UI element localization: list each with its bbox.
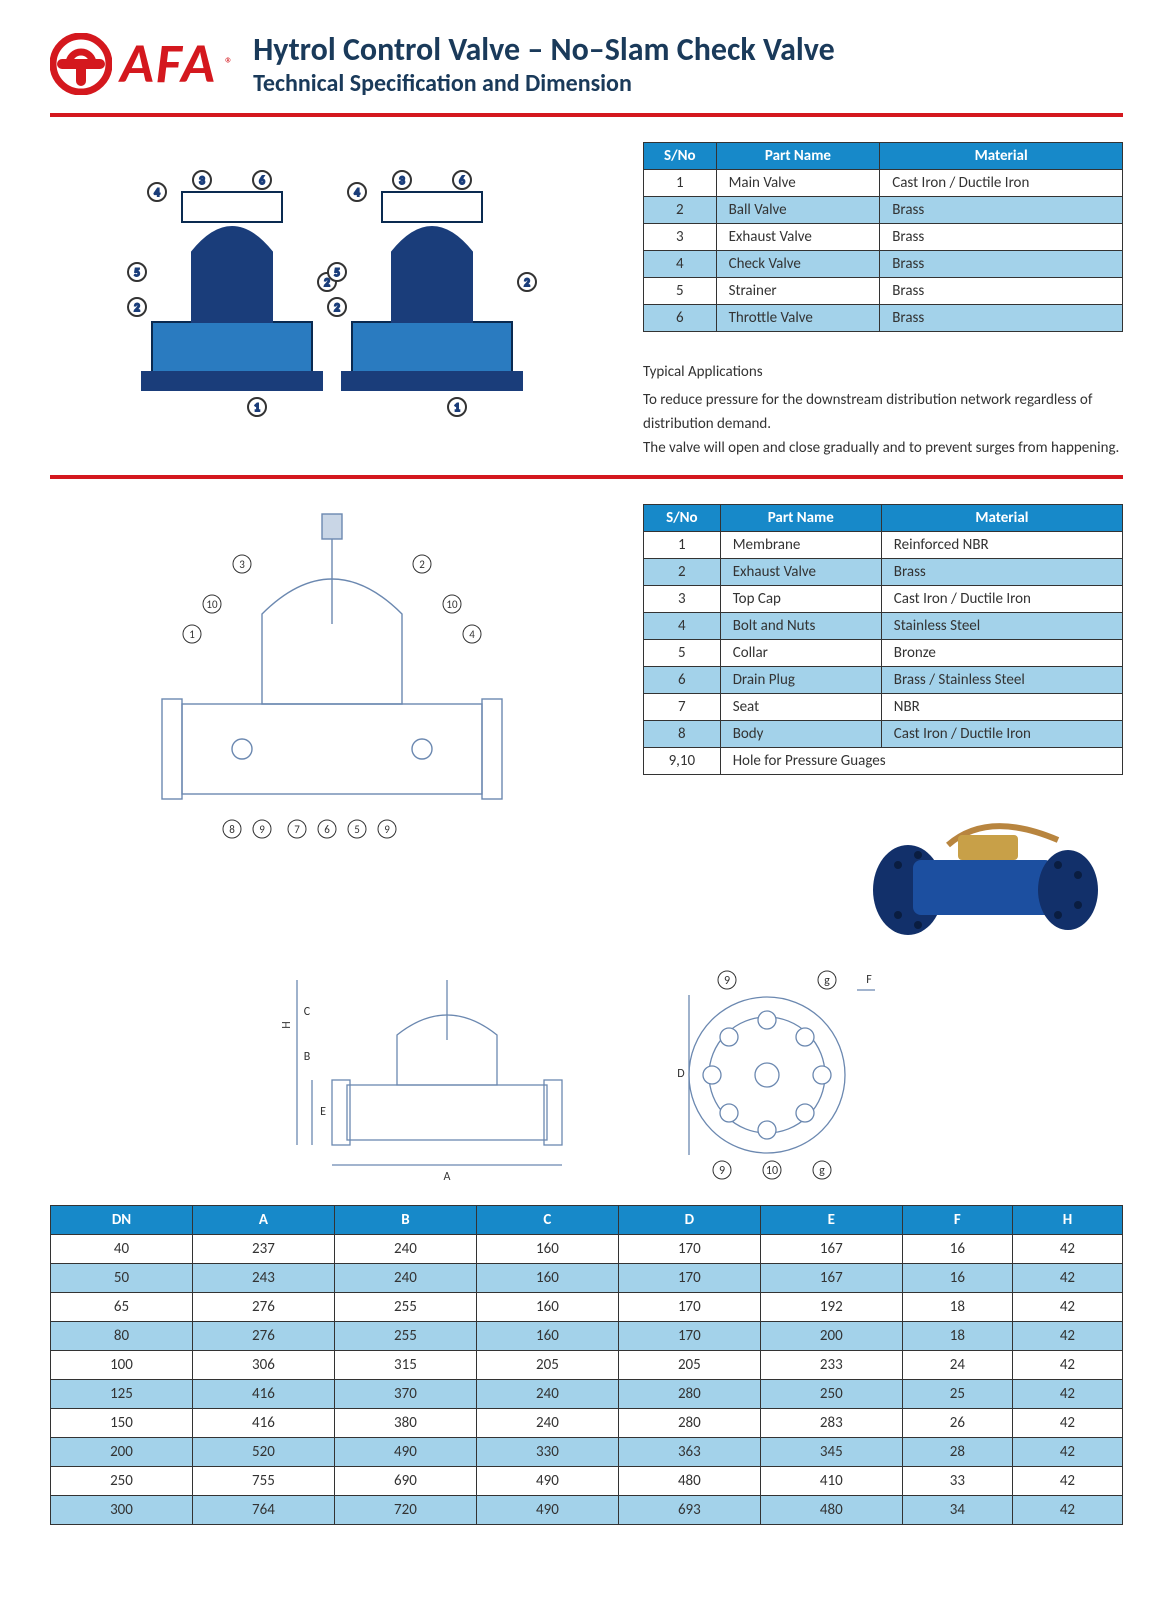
typical-applications: Typical Applications To reduce pressure … [643,360,1123,460]
page-title: Hytrol Control Valve – No–Slam Check Val… [253,30,1123,69]
svg-text:C: C [303,1005,310,1019]
section-2-right: S/NoPart NameMaterial1MembraneReinforced… [643,504,1123,955]
svg-text:5: 5 [334,266,340,279]
svg-text:3: 3 [239,558,245,571]
svg-text:F: F [866,973,872,987]
svg-text:10: 10 [206,598,218,611]
afa-logo-icon [50,33,112,95]
svg-text:H: H [280,1021,294,1028]
section-2: 3 2 10 10 1 4 8 9 7 6 5 9 S/NoPart NameM… [50,504,1123,955]
svg-text:2: 2 [334,301,340,314]
page-header: AFA ® Hytrol Control Valve – No–Slam Che… [50,30,1123,98]
svg-text:5: 5 [134,266,140,279]
svg-text:9: 9 [723,974,729,988]
svg-text:7: 7 [294,823,300,836]
svg-text:3: 3 [399,174,405,187]
parts-table-1: S/NoPart NameMaterial1Main ValveCast Iro… [643,142,1123,332]
svg-text:4: 4 [154,186,160,199]
svg-text:1: 1 [454,401,460,414]
svg-text:2: 2 [524,276,530,289]
divider-red-2 [50,475,1123,479]
dimension-drawings: A E B H C D [50,965,1123,1185]
svg-text:8: 8 [229,823,235,836]
svg-text:6: 6 [324,823,330,836]
diagram-valve-pair: 4 3 6 5 2 2 1 4 3 6 5 2 [50,142,613,422]
section-1: 4 3 6 5 2 2 1 4 3 6 5 2 [50,142,1123,460]
diagram-side-elevation: A E B H C [277,965,597,1185]
svg-text:A: A [443,1170,450,1184]
svg-text:4: 4 [469,628,475,641]
svg-text:9: 9 [384,823,390,836]
svg-text:B: B [303,1050,310,1064]
applications-heading: Typical Applications [643,360,1123,384]
dimensions-table: DNABCDEFH4023724016017016716425024324016… [50,1205,1123,1525]
brand-reg: ® [225,55,233,74]
section-1-right: S/NoPart NameMaterial1Main ValveCast Iro… [643,142,1123,460]
svg-text:E: E [320,1105,326,1119]
svg-text:4: 4 [354,186,360,199]
svg-text:6: 6 [459,174,465,187]
svg-text:2: 2 [134,301,140,314]
svg-text:9: 9 [718,1164,724,1178]
svg-text:D: D [677,1067,684,1081]
divider-red [50,113,1123,117]
title-block: Hytrol Control Valve – No–Slam Check Val… [253,30,1123,98]
brand-text: AFA [120,30,217,98]
svg-text:10: 10 [446,598,458,611]
svg-text:10: 10 [765,1164,777,1178]
svg-text:2: 2 [419,558,425,571]
svg-text:9: 9 [259,823,265,836]
applications-line2: The valve will open and close gradually … [643,436,1123,460]
brand-logo: AFA ® [50,30,233,98]
svg-text:6: 6 [259,174,265,187]
page-subtitle: Technical Specification and Dimension [253,69,1123,98]
svg-text:1: 1 [189,628,195,641]
svg-text:1: 1 [254,401,260,414]
product-photo [853,795,1123,955]
svg-text:g: g [819,1164,825,1178]
diagram-front-flange: D F 9 g 9 10 g [637,965,897,1185]
svg-text:g: g [824,974,830,988]
svg-text:5: 5 [354,823,360,836]
applications-line1: To reduce pressure for the downstream di… [643,388,1123,436]
parts-table-2: S/NoPart NameMaterial1MembraneReinforced… [643,504,1123,775]
diagram-cross-section: 3 2 10 10 1 4 8 9 7 6 5 9 [50,504,613,864]
svg-text:3: 3 [199,174,205,187]
